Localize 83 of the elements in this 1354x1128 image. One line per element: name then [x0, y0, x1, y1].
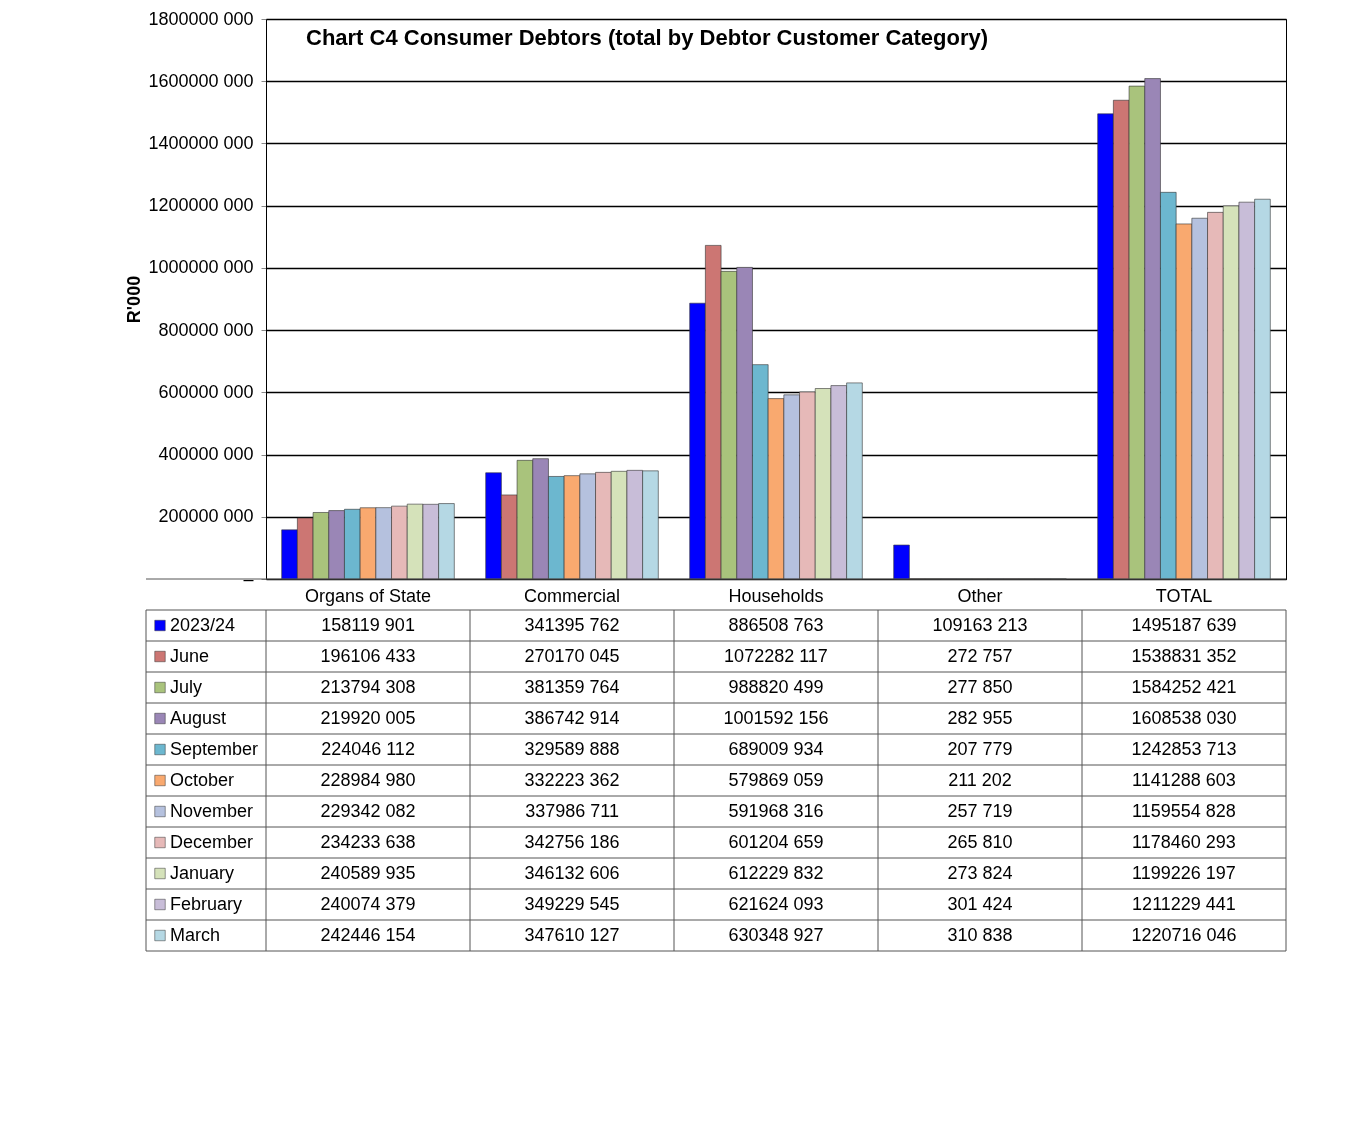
data-label: 329589 888	[524, 738, 620, 759]
data-label: 240074 379	[320, 893, 416, 914]
data-label: 1141288 603	[1132, 769, 1236, 790]
data-label: 886508 763	[728, 614, 824, 635]
data-label: 1199226 197	[1132, 862, 1236, 883]
legend-label: September	[170, 738, 259, 759]
data-label: 689009 934	[728, 738, 824, 759]
data-label: 273 824	[947, 862, 1013, 883]
legend-label: November	[170, 800, 254, 821]
legend-label: July	[170, 676, 203, 697]
y-tick-label: 400000 000	[158, 444, 254, 465]
data-label: 1159554 828	[1132, 800, 1236, 821]
data-label: 612229 832	[728, 862, 824, 883]
data-label: 347610 127	[524, 924, 620, 945]
data-label: 265 810	[947, 831, 1013, 852]
data-label: 381359 764	[524, 676, 620, 697]
data-label: 349229 545	[524, 893, 620, 914]
y-axis-title: R'000	[124, 275, 145, 324]
data-label: 988820 499	[728, 676, 824, 697]
y-tick-label: 800000 000	[158, 319, 254, 340]
data-label: 346132 606	[524, 862, 620, 883]
data-label: 601204 659	[728, 831, 824, 852]
data-label: 1538831 352	[1131, 645, 1237, 666]
data-label: 591968 316	[728, 800, 824, 821]
x-tick-label: TOTAL	[1155, 585, 1213, 606]
y-tick-label: 1800000 000	[148, 8, 254, 29]
data-label: 213794 308	[320, 676, 416, 697]
chart-title: Chart C4 Consumer Debtors (total by Debtor Customer Category)	[306, 25, 989, 50]
y-tick-label: 1200000 000	[148, 195, 254, 216]
data-label: 337986 711	[525, 800, 619, 821]
legend-label: 2023/24	[170, 614, 236, 635]
data-label: 277 850	[947, 676, 1013, 697]
data-label: 1072282 117	[724, 645, 828, 666]
data-label: 1242853 713	[1131, 738, 1237, 759]
data-label: 579869 059	[728, 769, 824, 790]
data-label: 228984 980	[320, 769, 416, 790]
x-tick-label: Organs of State	[304, 585, 432, 606]
data-label: 1608538 030	[1131, 707, 1237, 728]
legend-label: February	[170, 893, 243, 914]
data-label: 310 838	[947, 924, 1013, 945]
legend-label: December	[170, 831, 254, 852]
data-label: 207 779	[947, 738, 1013, 759]
x-tick-label: Commercial	[523, 585, 621, 606]
data-label: 240589 935	[320, 862, 416, 883]
data-label: 224046 112	[321, 738, 415, 759]
data-label: 386742 914	[524, 707, 620, 728]
y-tick-label: 1000000 000	[148, 257, 254, 278]
data-label: 630348 927	[728, 924, 824, 945]
data-label: 1220716 046	[1131, 924, 1237, 945]
y-tick-label: 200000 000	[158, 506, 254, 527]
data-label: 1211229 441	[1132, 893, 1236, 914]
legend-label: January	[170, 862, 235, 883]
data-label: 342756 186	[524, 831, 620, 852]
y-tick-label: –	[243, 568, 254, 589]
x-tick-label: Other	[957, 585, 1003, 606]
data-label: 1001592 156	[723, 707, 829, 728]
data-label: 1495187 639	[1131, 614, 1237, 635]
data-label: 158119 901	[321, 614, 415, 635]
data-label: 219920 005	[320, 707, 416, 728]
y-tick-label: 1600000 000	[148, 70, 254, 91]
data-label: 196106 433	[320, 645, 416, 666]
data-label: 1178460 293	[1132, 831, 1236, 852]
legend-label: October	[170, 769, 235, 790]
data-label: 332223 362	[524, 769, 620, 790]
data-label: 234233 638	[320, 831, 416, 852]
data-label: 229342 082	[320, 800, 416, 821]
data-label: 272 757	[947, 645, 1013, 666]
data-label: 257 719	[947, 800, 1013, 821]
data-label: 270170 045	[524, 645, 620, 666]
data-label: 301 424	[947, 893, 1013, 914]
data-label: 1584252 421	[1131, 676, 1237, 697]
y-tick-label: 600000 000	[158, 381, 254, 402]
legend-label: June	[170, 645, 210, 666]
legend-label: March	[170, 924, 221, 945]
data-label: 282 955	[947, 707, 1013, 728]
data-label: 211 202	[948, 769, 1012, 790]
data-label: 341395 762	[524, 614, 620, 635]
data-label: 242446 154	[320, 924, 416, 945]
legend-label: August	[170, 707, 227, 728]
data-label: 109163 213	[932, 614, 1028, 635]
y-tick-label: 1400000 000	[148, 132, 254, 153]
x-tick-label: Households	[728, 585, 824, 606]
data-label: 621624 093	[728, 893, 824, 914]
